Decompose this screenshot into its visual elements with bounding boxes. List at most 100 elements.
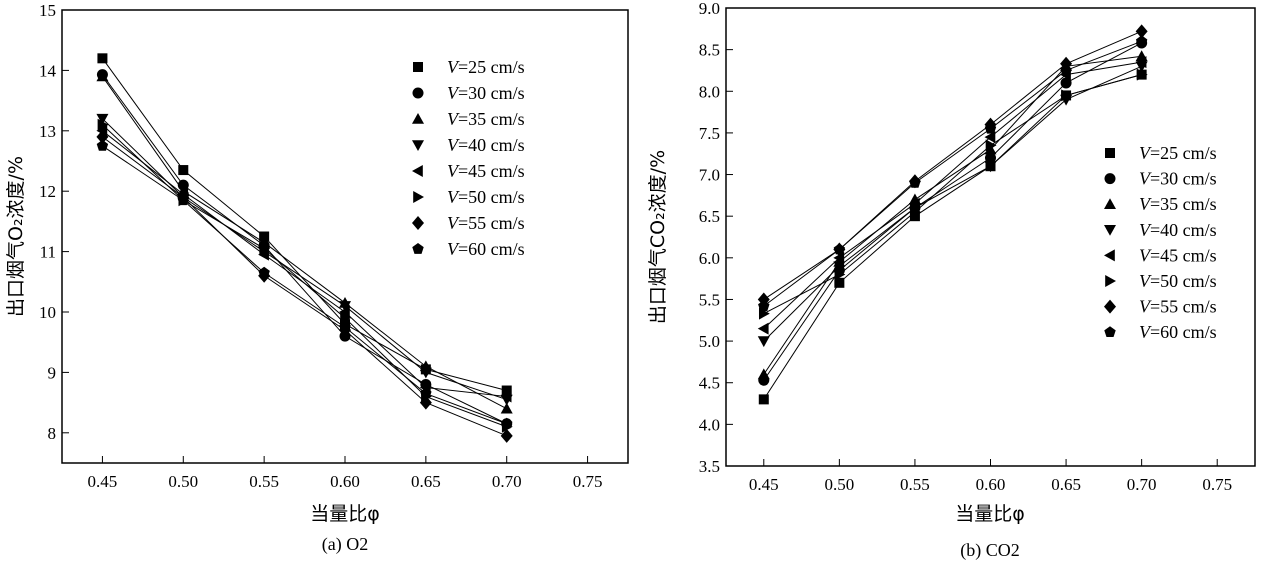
series-60 — [96, 139, 513, 429]
x-tick-label: 0.75 — [573, 472, 603, 491]
series-55 — [757, 24, 1148, 307]
y-tick-label: 3.5 — [699, 457, 720, 476]
legend-marker-triangle-left — [1104, 249, 1115, 262]
x-tick-label: 0.55 — [900, 475, 930, 494]
y-tick-label: 9.0 — [699, 0, 720, 18]
x-tick-label: 0.50 — [168, 472, 198, 491]
x-tick-label: 0.60 — [976, 475, 1006, 494]
data-point — [834, 277, 845, 288]
data-point — [259, 242, 271, 255]
legend-marker-triangle-up — [1104, 198, 1116, 209]
legend-item: V=30 cm/s — [1104, 169, 1217, 189]
legend-label: V=40 cm/s — [447, 135, 525, 155]
data-point — [908, 197, 920, 210]
x-axis-label: 当量比φ — [310, 503, 380, 525]
legend-label: V=50 cm/s — [447, 187, 525, 207]
chart-panel-co2: 0.45 0.50 0.55 0.60 0.65 0.70 0.75 3.5 4.0 4.5 5.0… — [647, 0, 1256, 561]
chart-panel-o2: 0.45 0.50 0.55 0.60 0.65 0.70 0.75 8 9 10 11 12 13 14… — [5, 1, 629, 555]
legend-item: V=55 cm/s — [1104, 297, 1217, 317]
x-tick-label: 0.65 — [1051, 475, 1081, 494]
legend-label: V=60 cm/s — [1139, 322, 1217, 342]
data-point — [757, 336, 770, 348]
data-point — [500, 428, 513, 443]
legend-item: V=25 cm/s — [1105, 143, 1217, 163]
series-line — [102, 74, 507, 425]
legend-item: V=50 cm/s — [1105, 271, 1217, 291]
legend-item: V=50 cm/s — [413, 187, 525, 207]
data-point — [984, 131, 996, 144]
legend-marker-triangle-down — [412, 140, 424, 151]
series-35 — [757, 50, 1148, 380]
data-point — [96, 113, 109, 125]
data-point — [1135, 24, 1148, 39]
data-point — [339, 321, 351, 332]
legend-label: V=50 cm/s — [1139, 271, 1217, 291]
y-tick-label: 10 — [39, 303, 56, 322]
series-line — [763, 74, 1142, 400]
y-tick-label: 7.0 — [699, 166, 720, 185]
legend-marker-pentagon — [1104, 326, 1116, 338]
legend-label: V=30 cm/s — [1139, 169, 1217, 189]
data-point — [500, 390, 512, 403]
legend-item: V=40 cm/s — [1104, 220, 1217, 240]
data-point — [1135, 35, 1148, 47]
legend-marker-diamond — [412, 216, 424, 230]
x-tick-label: 0.55 — [249, 472, 279, 491]
data-point — [501, 417, 513, 429]
y-tick-label: 8 — [48, 424, 57, 443]
legend-label: V=30 cm/s — [447, 83, 525, 103]
legend-label: V=55 cm/s — [1139, 297, 1217, 317]
legend-marker-circle — [412, 87, 424, 99]
legend-marker-triangle-left — [412, 165, 423, 177]
x-axis-label: 当量比φ — [955, 503, 1025, 525]
series-line — [763, 55, 1142, 375]
data-point — [1135, 56, 1147, 69]
legend-label: V=45 cm/s — [1139, 245, 1217, 265]
panel-caption: (b) CO2 — [960, 540, 1020, 561]
data-point — [340, 312, 351, 325]
data-point — [177, 194, 189, 206]
y-tick-label: 14 — [39, 61, 57, 80]
data-point — [339, 301, 351, 312]
data-point — [909, 211, 920, 222]
legend-label: V=25 cm/s — [1139, 143, 1217, 163]
legend-item: V=30 cm/s — [412, 83, 525, 103]
data-point — [833, 243, 846, 255]
series-line — [102, 76, 507, 410]
series-60 — [758, 35, 1148, 311]
data-point — [985, 152, 996, 164]
data-point — [96, 139, 109, 151]
panel-caption: (a) O2 — [322, 534, 368, 555]
data-point — [1060, 64, 1072, 76]
data-point — [985, 139, 997, 152]
y-tick-label: 13 — [39, 122, 56, 141]
data-point — [97, 118, 109, 131]
data-point — [258, 266, 270, 278]
x-tick-label: 0.70 — [492, 472, 522, 491]
data-point — [1061, 89, 1073, 102]
legend-marker-pentagon — [412, 243, 424, 254]
data-point — [96, 129, 109, 144]
series-50 — [758, 68, 1148, 320]
legend-label: V=25 cm/s — [447, 57, 525, 77]
legend-label: V=55 cm/s — [447, 213, 525, 233]
x-tick-label: 0.75 — [1202, 475, 1232, 494]
data-point — [1060, 77, 1072, 89]
legend-item: V=40 cm/s — [412, 135, 525, 155]
data-point — [757, 368, 770, 380]
data-point — [833, 261, 846, 273]
legend-marker-triangle-up — [412, 113, 424, 124]
data-point — [909, 176, 921, 188]
data-point — [833, 251, 845, 264]
data-point — [758, 300, 770, 311]
y-tick-label: 5.0 — [699, 332, 720, 351]
legend-marker-triangle-down — [1104, 225, 1116, 236]
series-line — [763, 74, 1142, 315]
data-point — [178, 165, 189, 176]
data-point — [258, 248, 269, 261]
legend-item: V=55 cm/s — [412, 213, 525, 233]
legend-label: V=35 cm/s — [1139, 194, 1217, 214]
legend-item: V=45 cm/s — [412, 161, 525, 181]
data-point — [910, 206, 921, 219]
